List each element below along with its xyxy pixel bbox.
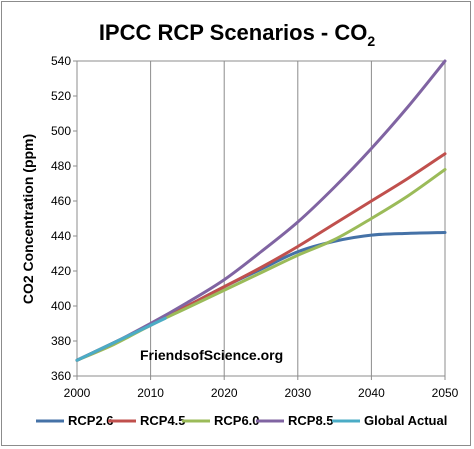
y-tick-label-500: 500 [51,124,71,138]
tick-labels: 360 380 400 420 440 460 480 500 520 540 2000 2010 20… [51,54,459,400]
chart-title-main: IPCC RCP Scenarios - CO [99,20,368,45]
legend-label-rcp8-5: RCP8.5 [288,413,334,428]
gridlines [76,61,446,376]
x-tick-label-2020: 2020 [211,386,238,400]
y-tick-label-380: 380 [51,334,71,348]
y-tick-label-460: 460 [51,194,71,208]
legend-label-global-actual: Global Actual [364,413,447,428]
legend-label-rcp4-5: RCP4.5 [140,413,186,428]
y-tick-label-360: 360 [51,369,71,383]
series-line-rcp8-5 [75,59,447,362]
annotation-watermark: FriendsofScience.org [140,347,283,363]
y-axis-title: CO2 Concentration (ppm) [20,134,36,304]
plot-area-border [76,60,446,377]
legend: RCP2.6 RCP4.5 RCP6.0 RCP8.5 Global Actual [36,413,447,428]
x-tick-label-2050: 2050 [432,386,459,400]
series-line-rcp4-5 [75,152,447,362]
legend-label-rcp6-0: RCP6.0 [214,413,260,428]
chart-title: IPCC RCP Scenarios - CO2 [99,20,376,49]
y-tick-label-480: 480 [51,159,71,173]
axes [73,60,446,380]
x-tick-label-2030: 2030 [284,386,311,400]
series-line-rcp6-0 [75,168,447,362]
x-tick-label-2010: 2010 [137,386,164,400]
series-lines [75,59,447,362]
x-tick-label-2040: 2040 [358,386,385,400]
chart-title-subscript: 2 [367,33,375,49]
x-tick-label-2000: 2000 [64,386,91,400]
y-tick-label-440: 440 [51,229,71,243]
legend-label-rcp2-6: RCP2.6 [68,413,114,428]
y-tick-label-420: 420 [51,264,71,278]
y-tick-label-400: 400 [51,299,71,313]
y-tick-label-540: 540 [51,54,71,68]
y-tick-label-520: 520 [51,89,71,103]
series-line-global-actual [75,316,167,362]
